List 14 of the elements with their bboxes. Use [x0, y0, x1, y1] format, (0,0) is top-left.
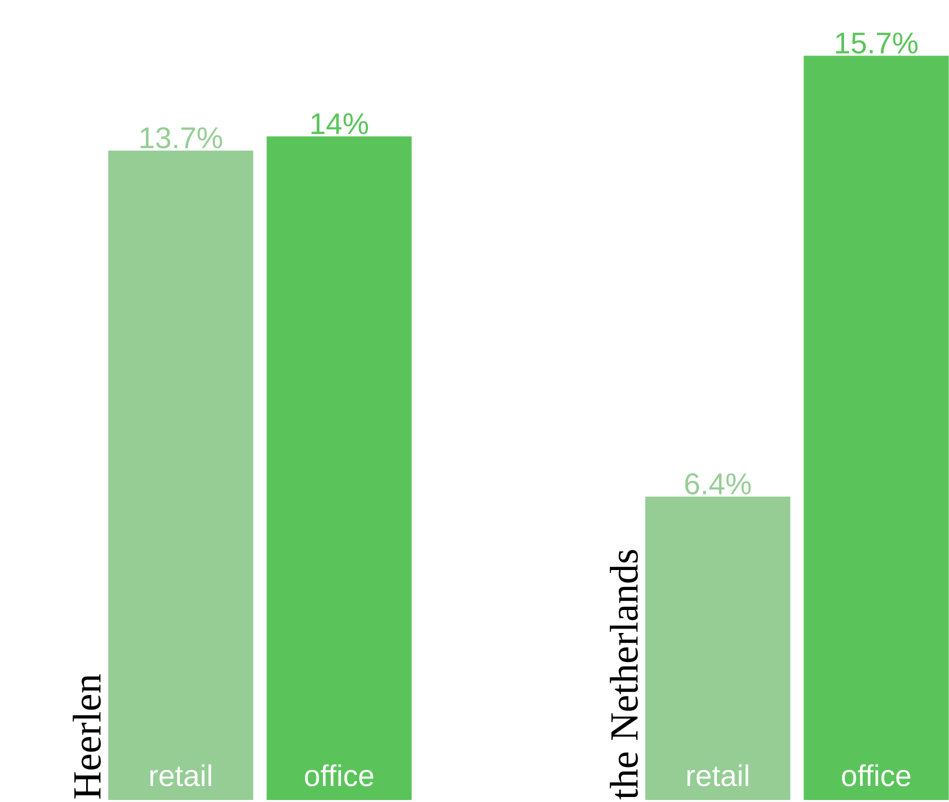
series-label: office [304, 764, 374, 786]
x-tick-label: the Netherlands [610, 550, 638, 800]
data-label: 15.7% [836, 32, 918, 54]
data-label: 13.7% [140, 127, 222, 148]
data-label: 14% [312, 113, 368, 134]
bar [645, 496, 790, 800]
bar [266, 136, 412, 800]
series-label: retail [150, 764, 212, 786]
x-tick-label: Heerlen [72, 674, 101, 799]
data-label: 6.4% [685, 473, 751, 494]
bar [804, 56, 949, 800]
text: office [842, 764, 910, 786]
text: retail [687, 764, 748, 786]
bar [108, 150, 254, 800]
